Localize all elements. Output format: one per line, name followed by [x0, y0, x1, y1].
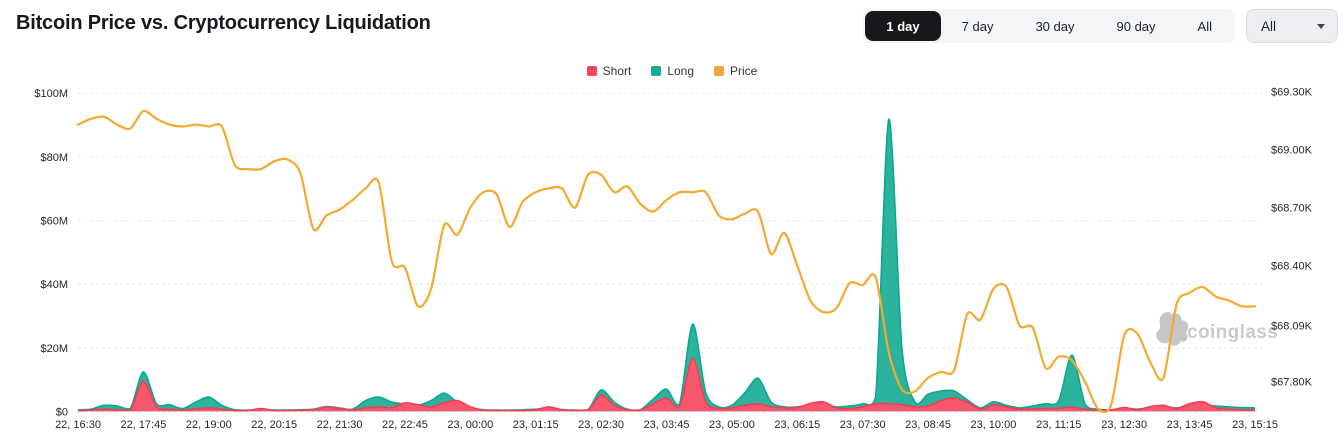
x-axis-tick: 23, 13:45: [1167, 419, 1213, 431]
x-axis-tick: 23, 06:15: [774, 419, 820, 431]
legend-swatch-price: [714, 66, 725, 76]
coinglass-watermark: coinglass: [1156, 311, 1278, 346]
legend-item-long[interactable]: Long: [651, 64, 694, 78]
header: Bitcoin Price vs. Cryptocurrency Liquida…: [0, 0, 1344, 53]
right-axis-tick: $67.80K: [1271, 377, 1313, 389]
right-axis-tick: $68.40K: [1271, 261, 1313, 273]
range-button-all[interactable]: All: [1177, 11, 1233, 41]
short-liquidation-area: [78, 358, 1255, 412]
x-axis-tick: 22, 19:00: [186, 419, 232, 431]
legend-swatch-long: [651, 66, 662, 76]
left-axis-tick: $20M: [40, 343, 68, 355]
left-axis-tick: $80M: [40, 152, 68, 164]
price-line: [76, 109, 1257, 414]
legend-label: Price: [730, 64, 758, 78]
legend-label: Short: [602, 64, 632, 78]
x-axis-tick: 23, 00:00: [447, 419, 493, 431]
legend-item-short[interactable]: Short: [586, 64, 632, 78]
chart-legend: Short Long Price: [0, 59, 1344, 83]
x-axis-tick: 22, 16:30: [55, 419, 101, 431]
x-axis-tick: 23, 07:30: [840, 419, 886, 431]
x-axis-tick: 22, 21:30: [317, 419, 363, 431]
legend-label: Long: [667, 64, 695, 78]
left-axis-tick: $100M: [34, 88, 68, 100]
x-axis-tick: 23, 11:15: [1036, 419, 1081, 431]
chevron-down-icon: [1317, 23, 1325, 29]
liquidation-chart[interactable]: coinglass $0 $20M $40M $60M $80M $100M $67.80K…: [0, 78, 1344, 438]
range-button-30-day[interactable]: 30 day: [1014, 11, 1095, 41]
x-axis-tick: 23, 08:45: [905, 419, 951, 431]
x-axis-tick: 23, 12:30: [1101, 419, 1147, 431]
range-button-90-day[interactable]: 90 day: [1096, 11, 1177, 41]
grid-layer: [78, 92, 1262, 413]
x-axis-tick: 22, 22:45: [382, 419, 428, 431]
x-axis-tick: 23, 01:15: [513, 419, 559, 431]
series-layer: [76, 109, 1257, 414]
left-axis-tick: $40M: [40, 279, 68, 291]
x-axis-tick: 23, 02:30: [578, 419, 624, 431]
x-axis-tick: 23, 03:45: [644, 419, 690, 431]
x-axis-tick: 22, 20:15: [251, 419, 297, 431]
right-axis-tick: $68.09K: [1271, 320, 1313, 332]
right-axis-tick: $69.30K: [1271, 87, 1313, 99]
legend-item-price[interactable]: Price: [714, 64, 757, 78]
x-axis-tick: 22, 17:45: [120, 419, 166, 431]
legend-swatch-short: [586, 66, 597, 76]
time-range-selector: 1 day 7 day 30 day 90 day All: [863, 9, 1235, 43]
long-liquidation-outline: [77, 118, 1256, 412]
left-axis-tick: $0: [56, 407, 68, 419]
x-axis-tick: 23, 05:00: [709, 419, 755, 431]
page-title: Bitcoin Price vs. Cryptocurrency Liquida…: [16, 12, 431, 34]
short-liquidation-outline: [77, 357, 1256, 412]
right-axis-tick: $69.00K: [1271, 145, 1313, 157]
long-liquidation-area: [78, 119, 1255, 412]
x-axis-tick: 23, 10:00: [970, 419, 1016, 431]
range-button-7-day[interactable]: 7 day: [941, 11, 1015, 41]
range-button-1-day[interactable]: 1 day: [865, 11, 941, 41]
axis-layer: $0 $20M $40M $60M $80M $100M $67.80K $68.09K $68…: [34, 87, 1312, 432]
right-axis-tick: $68.70K: [1271, 203, 1313, 215]
filter-dropdown[interactable]: All: [1246, 9, 1338, 43]
x-axis-tick: 23, 15:15: [1232, 419, 1278, 431]
filter-dropdown-value: All: [1261, 18, 1277, 34]
header-controls: 1 day 7 day 30 day 90 day All All: [863, 9, 1338, 43]
coinglass-watermark-text: coinglass: [1187, 322, 1278, 343]
left-axis-tick: $60M: [40, 216, 68, 228]
